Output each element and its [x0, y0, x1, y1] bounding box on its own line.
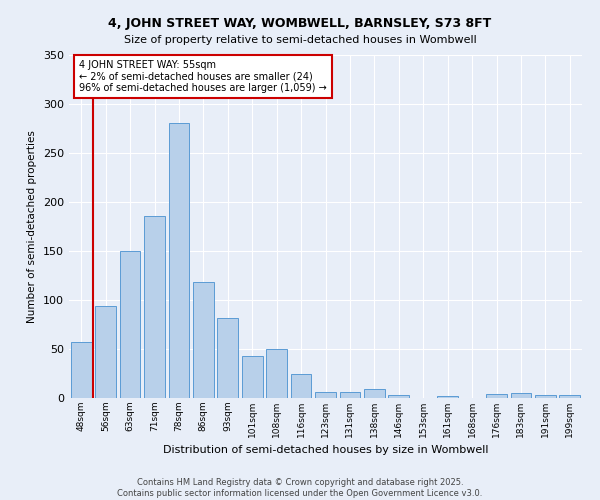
Text: Contains HM Land Registry data © Crown copyright and database right 2025.
Contai: Contains HM Land Registry data © Crown c… [118, 478, 482, 498]
Bar [388, 394, 409, 398]
Bar [266, 348, 287, 398]
Bar [340, 392, 361, 398]
Bar [511, 392, 532, 398]
Text: 4 JOHN STREET WAY: 55sqm
← 2% of semi-detached houses are smaller (24)
96% of se: 4 JOHN STREET WAY: 55sqm ← 2% of semi-de… [79, 60, 327, 94]
Bar [486, 394, 507, 398]
Bar [217, 318, 238, 398]
Bar [290, 374, 311, 398]
Bar [95, 306, 116, 398]
Bar [71, 342, 92, 398]
X-axis label: Distribution of semi-detached houses by size in Wombwell: Distribution of semi-detached houses by … [163, 445, 488, 455]
Bar [144, 216, 165, 398]
Bar [315, 392, 336, 398]
Text: Size of property relative to semi-detached houses in Wombwell: Size of property relative to semi-detach… [124, 35, 476, 45]
Bar [193, 282, 214, 398]
Bar [242, 356, 263, 398]
Bar [535, 394, 556, 398]
Bar [559, 394, 580, 398]
Bar [119, 250, 140, 398]
Bar [364, 388, 385, 398]
Y-axis label: Number of semi-detached properties: Number of semi-detached properties [28, 130, 37, 322]
Bar [169, 122, 190, 398]
Text: 4, JOHN STREET WAY, WOMBWELL, BARNSLEY, S73 8FT: 4, JOHN STREET WAY, WOMBWELL, BARNSLEY, … [109, 18, 491, 30]
Bar [437, 396, 458, 398]
